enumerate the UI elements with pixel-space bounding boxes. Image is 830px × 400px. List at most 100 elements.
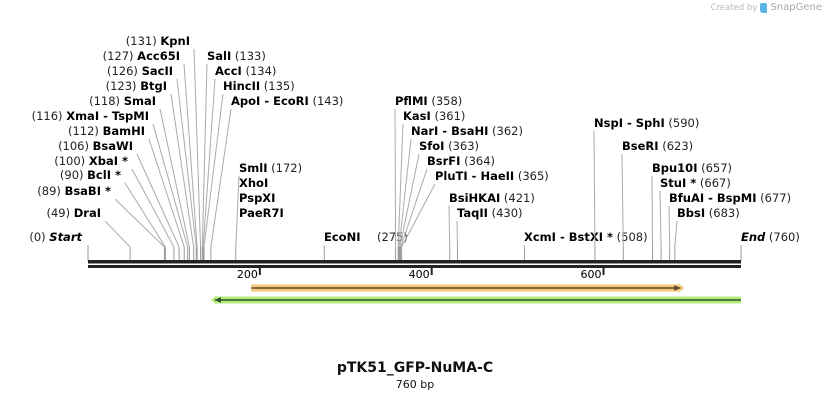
site-enzyme: BsaBI * (65, 184, 111, 198)
restriction-site[interactable]: HincII (135) (203, 79, 295, 261)
restriction-site[interactable]: BbsI (683) (674, 206, 740, 261)
restriction-site[interactable]: BsrFI (364) (400, 154, 495, 261)
site-enzyme: StuI * (660, 176, 696, 190)
site-enzyme: SalI (207, 49, 231, 63)
restriction-site[interactable]: (123) BtgI (106, 79, 195, 261)
orange-feature[interactable] (251, 283, 685, 293)
site-enzyme: Start (49, 230, 82, 244)
site-position: (106) (58, 139, 93, 153)
restriction-site[interactable]: TaqII (430) (456, 206, 523, 261)
site-enzyme: BsrFI (427, 154, 460, 168)
restriction-sites: (0) Start (49) DraI (89) BsaBI * (90) BclI … (29, 34, 800, 261)
restriction-site[interactable]: StuI * (667) (659, 176, 731, 261)
restriction-site[interactable]: (90) BclI * (60, 168, 166, 261)
restriction-site[interactable]: (118) SmaI (89, 94, 190, 261)
restriction-site[interactable]: (126) SacII (107, 64, 197, 261)
restriction-site[interactable]: PflMI (358) (394, 94, 462, 261)
site-enzyme: PluTI - HaeII (435, 169, 514, 183)
svg-text:(112) BamHI: (112) BamHI (68, 124, 145, 138)
svg-text:BsiHKAI (421): BsiHKAI (421) (449, 191, 535, 205)
restriction-site[interactable]: (127) Acc65I (103, 49, 198, 261)
restriction-site[interactable]: BseRI (623) (621, 139, 693, 261)
site-enzyme: SmaI (124, 94, 156, 108)
green-feature[interactable] (210, 295, 741, 305)
site-position: (590) (665, 116, 700, 130)
site-enzyme: EcoNI (324, 230, 360, 244)
restriction-site[interactable]: (0) Start (29, 230, 89, 261)
restriction-site[interactable]: SfoI (363) (399, 139, 479, 261)
site-enzyme: TaqII (457, 206, 488, 220)
restriction-site[interactable]: SalI (133) (201, 49, 266, 261)
site-enzyme-extra: PspXI (239, 191, 275, 205)
svg-text:SalI (133): SalI (133) (207, 49, 266, 63)
restriction-site[interactable]: PluTI - HaeII (365) (401, 169, 549, 261)
site-enzyme: BseRI (622, 139, 659, 153)
site-enzyme: SacII (142, 64, 173, 78)
site-enzyme: KasI (403, 109, 431, 123)
svg-text:(49) DraI: (49) DraI (46, 206, 101, 220)
site-position: (127) (103, 49, 138, 63)
site-enzyme: BclI * (87, 168, 121, 182)
svg-text:(126) SacII: (126) SacII (107, 64, 173, 78)
site-enzyme: DraI (74, 206, 101, 220)
svg-text:BfuAI - BspMI (677): BfuAI - BspMI (677) (669, 191, 791, 205)
svg-text:(127) Acc65I: (127) Acc65I (103, 49, 180, 63)
restriction-site[interactable]: (131) KpnI (126, 34, 202, 261)
restriction-site[interactable]: (112) BamHI (68, 124, 185, 261)
restriction-site[interactable]: (89) BsaBI * (37, 184, 165, 261)
svg-text:(0) Start: (0) Start (29, 230, 82, 244)
svg-text:HincII (135): HincII (135) (223, 79, 295, 93)
site-position: (133) (231, 49, 266, 63)
restriction-site[interactable]: (49) DraI (46, 206, 131, 261)
site-position: (677) (756, 191, 791, 205)
site-enzyme: SmlI (239, 161, 268, 175)
restriction-site[interactable]: ApoI - EcoRI (143) (210, 94, 344, 261)
backbone-bottom (88, 265, 741, 268)
site-enzyme: NspI - SphI (594, 116, 665, 130)
svg-text:(90) BclI *: (90) BclI * (60, 168, 121, 182)
restriction-site[interactable]: KasI (361) (397, 109, 465, 261)
site-position: (363) (444, 139, 479, 153)
site-position: (90) (60, 168, 87, 182)
site-enzyme: SfoI (419, 139, 444, 153)
site-enzyme: XcmI - BstXI * (524, 230, 613, 244)
snapgene-logo-icon (760, 2, 768, 13)
svg-text:SfoI (363): SfoI (363) (419, 139, 479, 153)
restriction-site[interactable]: (106) BsaWI (58, 139, 180, 261)
site-enzyme: AccI (215, 64, 242, 78)
restriction-site[interactable]: (100) XbaI * (54, 154, 175, 261)
site-position: (89) (37, 184, 64, 198)
svg-text:AccI (134): AccI (134) (215, 64, 276, 78)
svg-text:PflMI (358): PflMI (358) (395, 94, 462, 108)
arrow-left-icon (214, 297, 221, 303)
credit-prefix: Created by (710, 2, 758, 13)
site-position: (116) (32, 109, 67, 123)
site-position: (143) (309, 94, 344, 108)
restriction-site[interactable]: Bpu10I (657) (651, 161, 732, 261)
site-enzyme: BbsI (677, 206, 705, 220)
restriction-site[interactable]: End (760) (740, 230, 800, 261)
site-position: (134) (242, 64, 277, 78)
svg-text:TaqII (430): TaqII (430) (457, 206, 523, 220)
restriction-site[interactable]: NspI - SphI (590) (593, 116, 700, 261)
restriction-site[interactable]: AccI (134) (202, 64, 276, 261)
restriction-site[interactable]: NarI - BsaHI (362) (398, 124, 523, 261)
site-enzyme: ApoI - EcoRI (231, 94, 309, 108)
site-enzyme: KpnI (160, 34, 190, 48)
backbone-top (88, 260, 741, 264)
svg-text:(131) KpnI: (131) KpnI (126, 34, 190, 48)
restriction-site[interactable]: XcmI - BstXI * (508) (523, 230, 648, 261)
restriction-site[interactable]: BsiHKAI (421) (448, 191, 535, 261)
svg-text:(118) SmaI: (118) SmaI (89, 94, 156, 108)
site-enzyme: NarI - BsaHI (411, 124, 488, 138)
svg-text:NarI - BsaHI (362): NarI - BsaHI (362) (411, 124, 523, 138)
site-position: (421) (500, 191, 535, 205)
scale-tick-label: 200 (237, 268, 258, 281)
svg-text:BsrFI (364): BsrFI (364) (427, 154, 495, 168)
site-position: (118) (89, 94, 124, 108)
site-enzyme: End (741, 230, 766, 244)
restriction-site[interactable]: (116) XmaI - TspMI (32, 109, 189, 261)
restriction-site[interactable]: BfuAI - BspMI (677) (668, 191, 791, 261)
credit-brand: SnapGene (770, 2, 822, 13)
